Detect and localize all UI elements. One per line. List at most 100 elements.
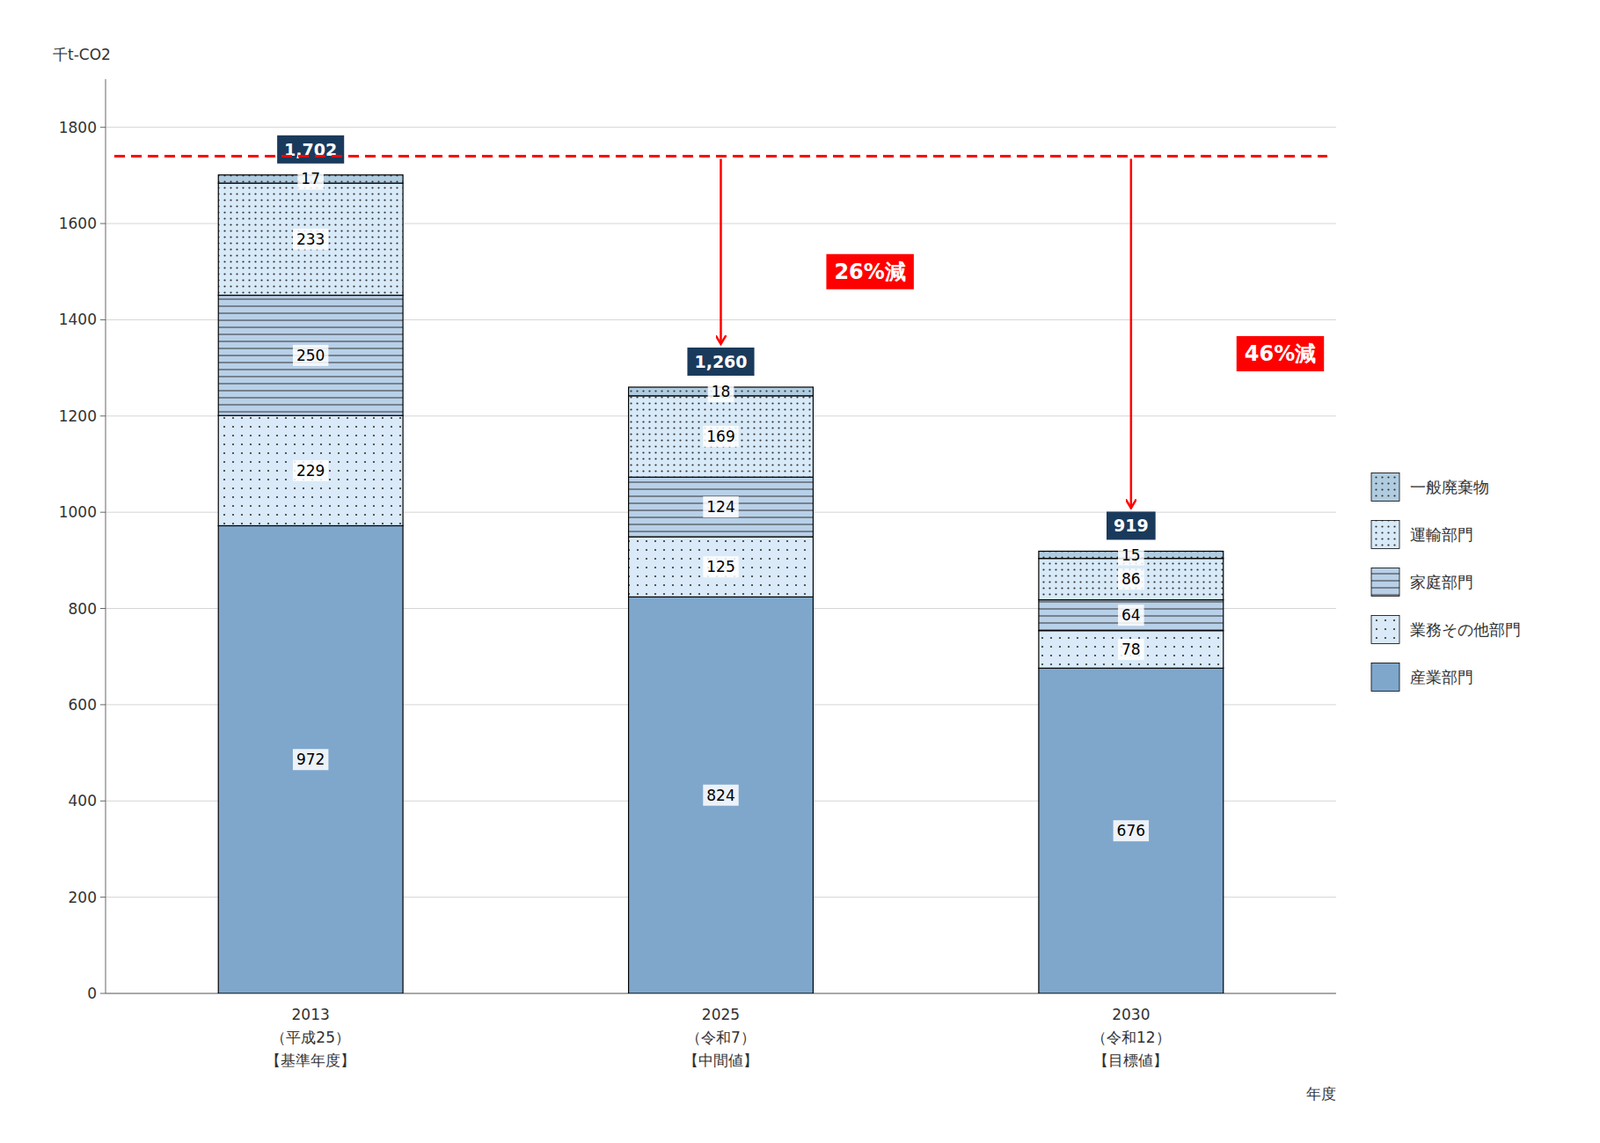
data-label-group: 250 [292, 344, 329, 366]
axes: 0200400600800100012001400160018002013（平成… [58, 79, 1337, 1069]
y-tick [100, 800, 106, 802]
y-tick-label: 0 [87, 984, 97, 1002]
bar-segment [1038, 599, 1224, 631]
total-label-group: 1,702 [277, 135, 344, 164]
y-tick [100, 993, 106, 994]
data-label: 64 [1121, 606, 1141, 624]
legend-label: 業務その他部門 [1410, 620, 1521, 639]
reduction-label-bg [825, 254, 914, 290]
x-axis-label: 年度 [1306, 1084, 1337, 1103]
data-label-bg [292, 748, 329, 770]
y-tick [100, 703, 106, 705]
y-tick [100, 319, 106, 321]
y-tick-label: 200 [68, 888, 97, 906]
data-label-bg [292, 344, 329, 366]
data-label-bg [708, 380, 735, 402]
reduction-label-bg [1236, 336, 1324, 372]
data-label-group: 124 [702, 496, 738, 518]
reduction-arrow [1130, 158, 1133, 508]
y-tick [100, 896, 106, 898]
total-label-bg [686, 347, 754, 376]
data-label-group: 676 [1113, 819, 1149, 841]
data-label-group: 229 [292, 460, 329, 482]
data-label-bg [702, 784, 738, 806]
data-label-bg [1117, 568, 1145, 590]
data-label: 86 [1121, 569, 1141, 588]
total-label: 919 [1113, 515, 1149, 535]
data-label-bg [1113, 819, 1149, 841]
legend-swatch [1371, 567, 1400, 596]
bar-segment [628, 536, 814, 597]
y-tick-label: 600 [68, 695, 97, 714]
data-label: 233 [296, 230, 325, 249]
data-label-bg [702, 425, 738, 447]
bar-segment [628, 476, 814, 537]
reduction-label-group: 46%減 [1236, 336, 1324, 372]
grid-line [105, 126, 1337, 128]
data-label-group: 86 [1117, 568, 1145, 590]
x-tick-label: 2013（平成25）【基準年度】 [265, 1005, 356, 1069]
data-label-bg [702, 496, 738, 518]
data-label-group: 78 [1117, 638, 1145, 660]
total-label-group: 1,260 [686, 347, 754, 376]
reduction-label-group: 26%減 [825, 254, 914, 290]
x-tick-label-line: 【中間値】 [683, 1051, 759, 1069]
data-label-bg [1117, 544, 1145, 566]
data-label: 250 [296, 346, 325, 365]
legend-swatch [1371, 519, 1400, 548]
total-label: 1,702 [284, 139, 337, 160]
data-label-group: 15 [1117, 544, 1145, 566]
data-label-group: 972 [292, 748, 329, 770]
data-label-bg [1117, 604, 1145, 626]
y-tick-label: 1200 [58, 407, 97, 425]
total-label-bg [1106, 511, 1156, 540]
bar-segment [1038, 667, 1224, 994]
y-tick-label: 1600 [58, 214, 97, 233]
y-axis-line [105, 79, 107, 994]
bar-segment [218, 182, 403, 295]
data-label-group: 64 [1117, 604, 1145, 626]
data-label-group: 18 [708, 380, 735, 402]
data-label-group: 169 [702, 425, 738, 447]
legend-swatch [1371, 662, 1400, 691]
legend-label: 産業部門 [1410, 667, 1474, 687]
data-label: 169 [706, 427, 735, 446]
data-label: 124 [706, 497, 735, 516]
reduction-label: 46%減 [1244, 341, 1316, 366]
data-label: 972 [296, 750, 325, 768]
bar-segment [1038, 630, 1224, 669]
legend-label: 家庭部門 [1410, 572, 1474, 592]
data-label-bg [1117, 638, 1145, 660]
total-label-group: 919 [1106, 511, 1156, 540]
y-axis-label: 千t-CO2 [52, 45, 111, 64]
bar-segment [628, 395, 814, 477]
x-tick-label: 2030 （令和12） 【目標値】 [1091, 1005, 1171, 1069]
y-tick-label: 1000 [58, 503, 97, 521]
y-tick [100, 511, 106, 513]
data-label-group: 824 [702, 784, 738, 806]
y-tick [100, 607, 106, 609]
total-label: 1,260 [694, 351, 747, 372]
x-tick-label-line: （平成25） [270, 1028, 351, 1046]
data-label: 229 [296, 461, 325, 480]
y-tick [100, 126, 106, 128]
bar-segment [628, 596, 814, 994]
data-label: 676 [1117, 821, 1146, 840]
x-tick-label-line: 【目標値】 [1093, 1051, 1169, 1069]
x-tick-label-line: 2030 [1111, 1005, 1150, 1023]
y-tick [100, 223, 106, 225]
data-label: 17 [300, 169, 321, 188]
x-tick-label-line: （令和12） [1091, 1028, 1171, 1046]
x-tick-label-line: 【基準年度】 [265, 1051, 356, 1069]
legend-label: 一般廃棄物 [1410, 477, 1490, 497]
data-label-bg [292, 228, 329, 250]
y-tick [100, 415, 106, 417]
data-label: 18 [711, 382, 731, 401]
reduction-label: 26%減 [833, 259, 906, 285]
data-label: 15 [1121, 546, 1141, 564]
reduction-arrow [719, 158, 723, 344]
y-tick-label: 800 [68, 599, 97, 618]
total-label-bg [277, 135, 344, 164]
totals: 1,702 1,260 919 [277, 135, 1156, 541]
legend-swatch [1371, 614, 1400, 643]
